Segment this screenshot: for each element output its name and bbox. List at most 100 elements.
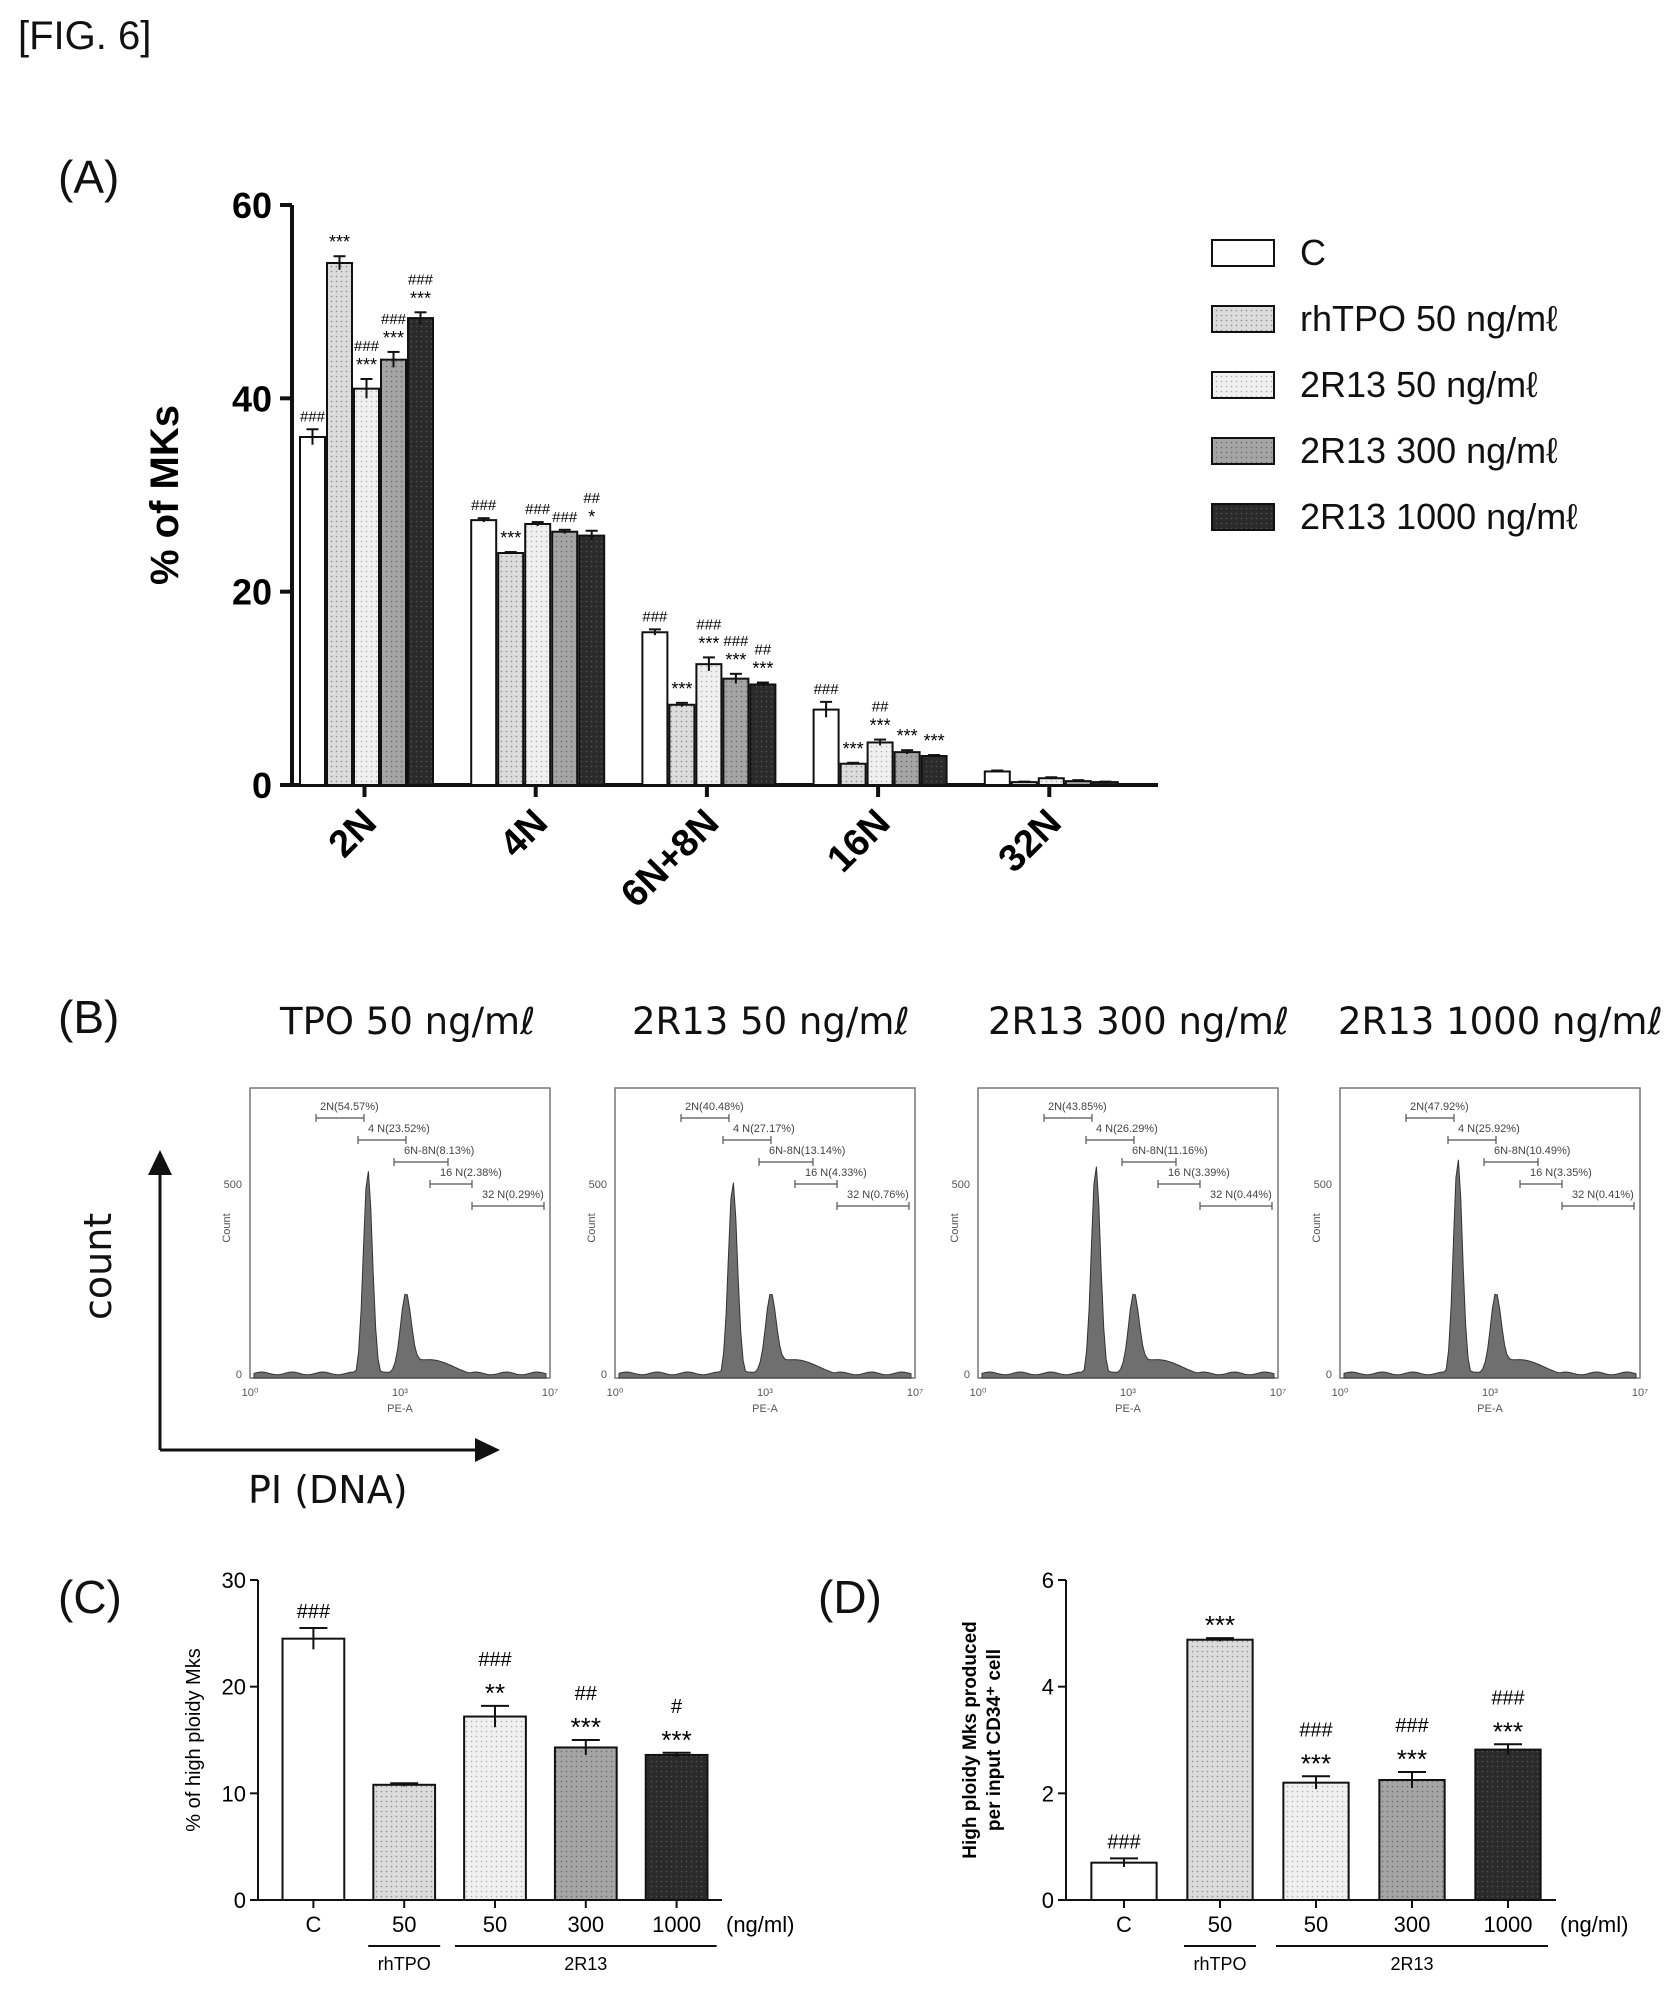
- a-significance-hash: ##: [755, 642, 772, 659]
- small-bar: [463, 1715, 527, 1901]
- small-significance-hash: ###: [1491, 1687, 1525, 1709]
- flow-plot-xlabel: PE-A: [387, 1403, 413, 1415]
- a-significance-star: ***: [870, 716, 891, 736]
- small-x-tick-label: 300: [1394, 1912, 1431, 1937]
- flow-histogram: [618, 1182, 912, 1379]
- legend-label: 2R13 300 ng/mℓ: [1300, 430, 1558, 471]
- a-y-tick-label: 40: [232, 378, 272, 419]
- group-label-2r13: 2R13: [564, 1954, 607, 1974]
- flow-gate-label: 4 N(25.92%): [1458, 1123, 1520, 1135]
- small-significance-hash: ##: [575, 1683, 598, 1705]
- small-x-tick-label: 50: [392, 1912, 416, 1937]
- a-bar: [839, 762, 867, 787]
- a-bar: [866, 741, 894, 787]
- small-bar: [372, 1783, 437, 1901]
- flow-gate-label: 2N(40.48%): [685, 1101, 744, 1113]
- small-y-axis-label: High ploidy Mks produced: [960, 1621, 981, 1859]
- a-significance-star: ***: [329, 232, 350, 252]
- legend-entry: 2R13 1000 ng/mℓ: [1210, 484, 1650, 550]
- small-bar: [1378, 1779, 1446, 1901]
- small-significance-star: ***: [1205, 1610, 1235, 1640]
- small-significance-hash: ###: [297, 1601, 331, 1623]
- a-significance-hash: ###: [525, 501, 551, 518]
- flow-plot-xlabel: PE-A: [752, 1403, 778, 1415]
- legend-swatch: [1211, 437, 1275, 465]
- flow-xtick: 10³: [392, 1387, 408, 1399]
- flow-title-3: 2R13 300 ng/mℓ: [988, 1000, 1290, 1043]
- a-significance-star: ***: [843, 739, 864, 759]
- small-bar: [1282, 1781, 1350, 1902]
- flow-title-4: 2R13 1000 ng/mℓ: [1338, 1000, 1663, 1043]
- flow-xtick: 10⁷: [1270, 1387, 1286, 1399]
- flow-histogram: [253, 1171, 547, 1379]
- flow-gate-label: 2N(54.57%): [320, 1101, 379, 1113]
- a-significance-hash: ##: [872, 699, 889, 716]
- a-bar: [749, 683, 777, 787]
- a-bar: [524, 523, 552, 786]
- small-significance-star: **: [485, 1678, 505, 1708]
- flow-ytick-bottom: 0: [236, 1369, 242, 1381]
- a-significance-hash: ###: [696, 616, 722, 633]
- flow-xtick: 10³: [757, 1387, 773, 1399]
- small-unit-label: (ng/ml): [726, 1912, 794, 1937]
- small-significance-star: ***: [1493, 1716, 1523, 1746]
- a-significance-star: ***: [500, 528, 521, 548]
- flow-gate-label: 2N(47.92%): [1410, 1101, 1469, 1113]
- flow-gate-label: 16 N(4.33%): [805, 1167, 867, 1179]
- small-y-tick-label: 6: [1042, 1568, 1054, 1593]
- a-bar: [1037, 777, 1065, 787]
- small-significance-hash: ###: [1299, 1719, 1333, 1741]
- a-significance-star: ***: [725, 650, 746, 670]
- a-significance-star: ***: [383, 328, 404, 348]
- a-significance-star: ***: [924, 731, 945, 751]
- legend-label: rhTPO 50 ng/mℓ: [1300, 298, 1558, 339]
- a-bar: [353, 387, 380, 786]
- a-significance-hash: ###: [471, 497, 497, 514]
- small-significance-hash: ###: [1395, 1715, 1429, 1737]
- small-x-tick-label: C: [1116, 1912, 1132, 1937]
- a-significance-star: ***: [671, 679, 692, 699]
- a-significance-hash: ###: [642, 608, 668, 625]
- legend-entry: 2R13 50 ng/mℓ: [1210, 352, 1650, 418]
- small-bar: [1090, 1861, 1158, 1901]
- a-significance-star: ***: [752, 659, 773, 679]
- panel-label-d: (D): [818, 1571, 882, 1623]
- legend-entry: C: [1210, 220, 1650, 286]
- flow-gate-label: 16 N(3.39%): [1168, 1167, 1230, 1179]
- legend-entry: rhTPO 50 ng/mℓ: [1210, 286, 1650, 352]
- small-x-tick-label: 50: [483, 1912, 507, 1937]
- a-bar: [470, 519, 498, 787]
- flow-gate-label: 32 N(0.29%): [482, 1189, 544, 1201]
- a-bar: [551, 530, 579, 786]
- flow-x-arrowhead: [475, 1438, 500, 1462]
- flow-axis-x-label: PI (DNA): [248, 1468, 408, 1512]
- a-bar: [722, 677, 750, 787]
- a-x-tick-label: 2N: [321, 802, 385, 866]
- legend-label: 2R13 1000 ng/mℓ: [1300, 496, 1578, 537]
- flow-gate-label: 32 N(0.41%): [1572, 1189, 1634, 1201]
- legend-entry: 2R13 300 ng/mℓ: [1210, 418, 1650, 484]
- a-bar: [668, 703, 696, 786]
- small-unit-label: (ng/ml): [1560, 1912, 1628, 1937]
- flow-gate-label: 4 N(27.17%): [733, 1123, 795, 1135]
- a-x-tick-label: 32N: [991, 802, 1070, 881]
- small-y-axis-label: % of high ploidy Mks: [183, 1648, 205, 1831]
- legend-swatch: [1211, 305, 1275, 333]
- panel-b-flow-histograms: 500 0 Count 10⁰ 10³ 10⁷ PE-A 2N(54.57%) 4 N(23.5…: [148, 1087, 1648, 1462]
- small-bar: [1186, 1638, 1254, 1901]
- a-bar: [983, 770, 1011, 787]
- flow-gate-label: 6N-8N(8.13%): [404, 1145, 474, 1157]
- flow-gate-label: 6N-8N(13.14%): [769, 1145, 845, 1157]
- flow-gate-label: 6N-8N(11.16%): [1132, 1145, 1208, 1157]
- small-y-tick-label: 4: [1042, 1675, 1054, 1700]
- legend-swatch: [1211, 239, 1275, 267]
- small-x-tick-label: 50: [1304, 1912, 1328, 1937]
- flow-xtick: 10⁷: [907, 1387, 923, 1399]
- a-significance-hash: ###: [552, 509, 578, 526]
- legend-swatch: [1211, 371, 1275, 399]
- small-y-axis-label: per input CD34⁺ cell: [984, 1649, 1005, 1831]
- flow-ytick-bottom: 0: [601, 1369, 607, 1381]
- a-significance-hash: ##: [583, 490, 600, 507]
- flow-gate-label: 2N(43.85%): [1048, 1101, 1107, 1113]
- legend-label: C: [1300, 232, 1326, 273]
